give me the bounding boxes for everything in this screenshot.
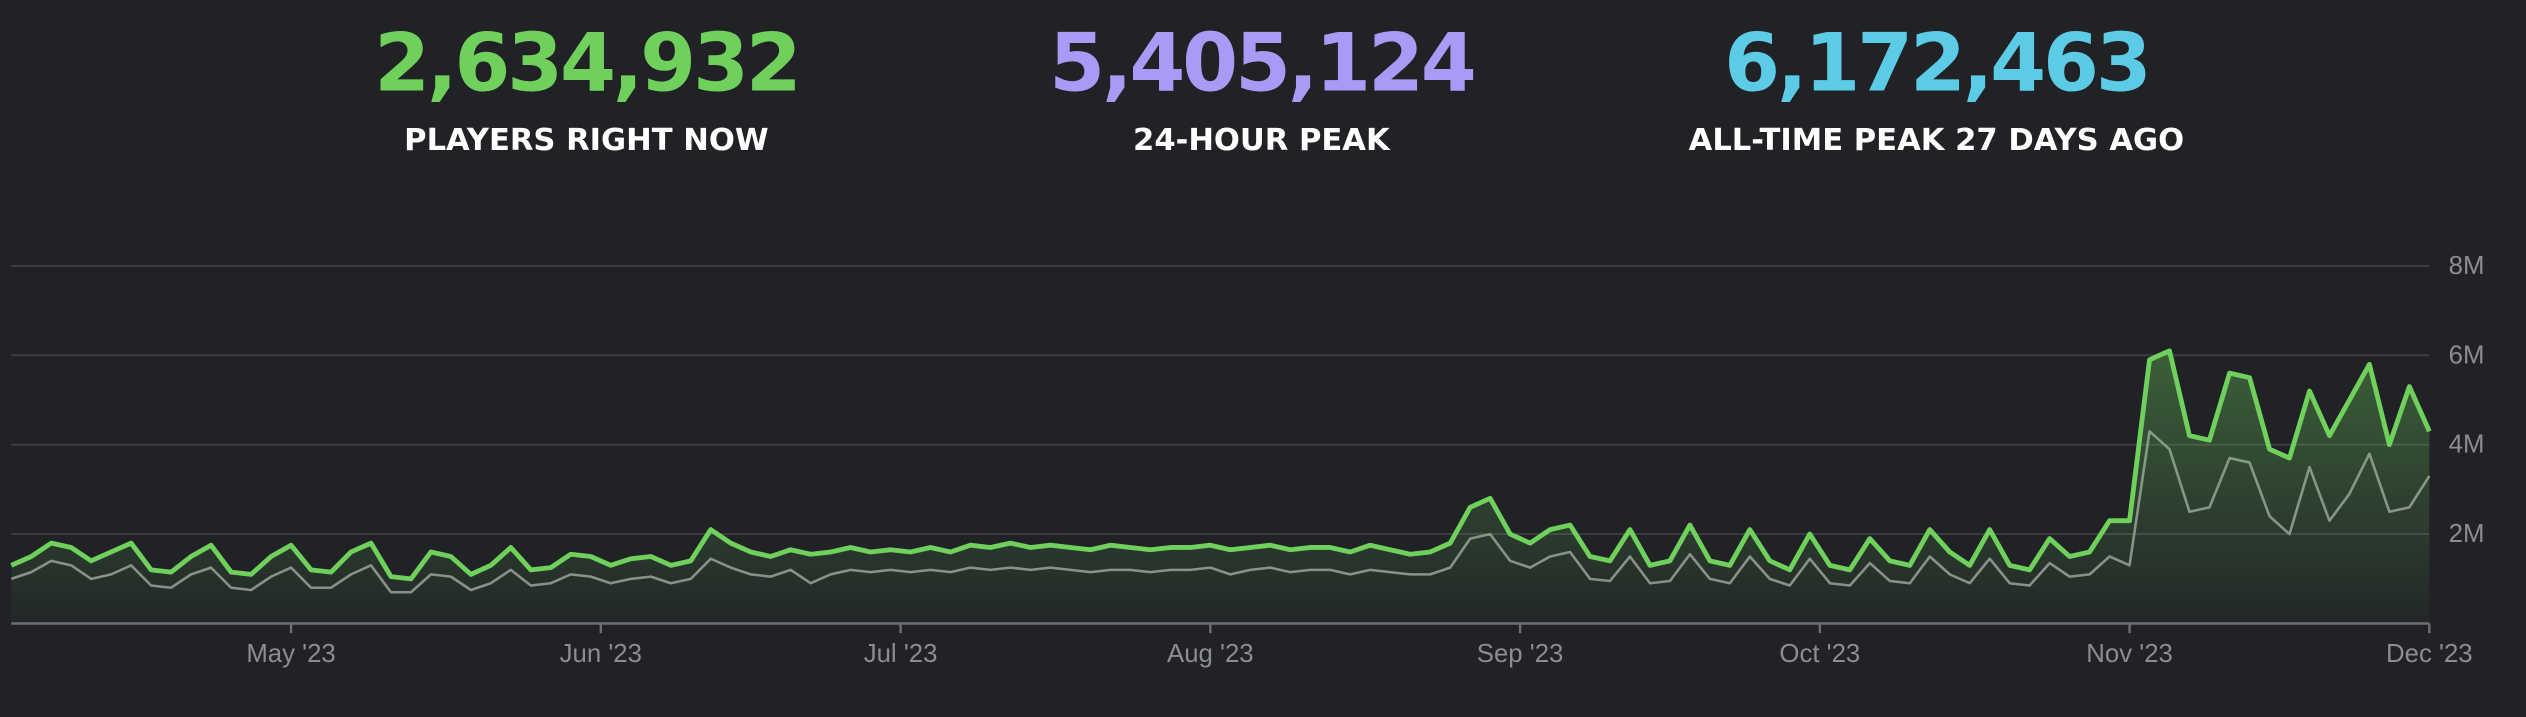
x-tick-label: Oct '23: [1779, 640, 1860, 668]
stat-value: 6,172,463: [1724, 15, 2148, 109]
stat-value: 2,634,932: [374, 15, 798, 109]
x-tick-label: Nov '23: [2086, 640, 2173, 668]
stat-value: 5,405,124: [1049, 15, 1474, 109]
y-tick-label: 8M: [2449, 252, 2485, 280]
x-tick-label: Sep '23: [1477, 640, 1564, 668]
x-tick-label: Dec '23: [2386, 640, 2473, 668]
stat-label: PLAYERS RIGHT NOW: [404, 123, 769, 158]
area: [11, 350, 2430, 624]
stats: 2,634,932 PLAYERS RIGHT NOW 5,405,124 24-HO…: [374, 15, 2184, 158]
x-tick-label: May '23: [246, 640, 335, 668]
y-tick-label: 2M: [2449, 520, 2485, 548]
y-tick-label: 4M: [2449, 431, 2485, 459]
stat-label: ALL-TIME PEAK 27 DAYS AGO: [1689, 123, 2184, 158]
x-tick-label: Jun '23: [560, 640, 642, 668]
line: [10, 348, 2432, 582]
y-tick-label: 6M: [2449, 341, 2485, 369]
x-tick-label: Jul '23: [864, 640, 938, 668]
stat-label: 24-HOUR PEAK: [1133, 123, 1391, 158]
x-tick-label: Aug '23: [1167, 640, 1254, 668]
plot: 2M 4M 6M 8M May '23 Jun '23 Jul '23 Aug '23 Sep …: [10, 252, 2485, 668]
